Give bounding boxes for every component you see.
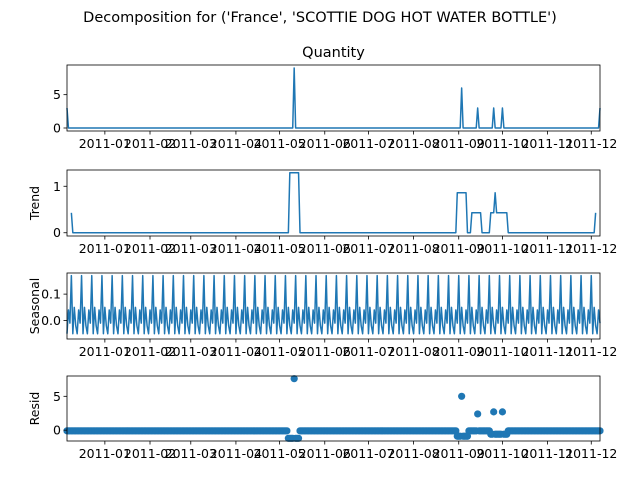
resid-point	[294, 434, 303, 442]
x-tick-label: 2011-12	[565, 344, 617, 359]
series-line	[70, 172, 597, 234]
x-tick-label: 2011-07	[342, 136, 394, 151]
x-tick-label: 2011-07	[342, 446, 394, 461]
y-tick-label: 1	[53, 179, 61, 194]
x-tick-label: 2011-09	[433, 344, 485, 359]
panel-1: Quantity052011-012011-022011-032011-0420…	[53, 45, 617, 151]
x-tick-label: 2011-10	[476, 446, 528, 461]
x-tick-label: 2011-02	[124, 136, 176, 151]
x-tick-label: 2011-11	[521, 446, 573, 461]
x-tick-label: 2011-04	[210, 344, 262, 359]
series-line	[66, 274, 601, 335]
x-tick-label: 2011-03	[165, 136, 217, 151]
x-tick-label: 2011-05	[254, 241, 306, 256]
x-tick-label: 2011-06	[299, 446, 351, 461]
x-tick-label: 2011-10	[476, 344, 528, 359]
y-tick-label: 0	[53, 423, 61, 438]
y-tick-label: 0.0	[41, 313, 61, 328]
axes-frame	[66, 272, 601, 340]
x-tick-label: 2011-01	[79, 241, 131, 256]
x-tick-label: 2011-12	[565, 446, 617, 461]
x-tick-label: 2011-01	[79, 446, 131, 461]
panel-4: Resid052011-012011-022011-032011-042011-…	[27, 375, 617, 461]
x-tick-label: 2011-12	[565, 136, 617, 151]
x-tick-label: 2011-03	[165, 241, 217, 256]
resid-point	[283, 427, 291, 435]
y-tick-label: 5	[53, 87, 61, 102]
resid-point	[490, 408, 498, 416]
x-tick-label: 2011-08	[387, 344, 439, 359]
resid-point	[458, 392, 466, 400]
x-tick-label: 2011-02	[124, 241, 176, 256]
figure-suptitle: Decomposition for ('France', 'SCOTTIE DO…	[83, 10, 557, 26]
x-tick-label: 2011-09	[433, 136, 485, 151]
x-tick-label: 2011-04	[210, 446, 262, 461]
x-tick-label: 2011-05	[254, 344, 306, 359]
x-tick-label: 2011-12	[565, 241, 617, 256]
y-axis-label: Seasonal	[27, 278, 42, 335]
resid-point	[498, 408, 507, 416]
y-tick-label: 5	[53, 389, 61, 404]
x-tick-label: 2011-11	[521, 344, 573, 359]
x-tick-label: 2011-01	[79, 344, 131, 359]
resid-point	[452, 427, 460, 435]
resid-point	[463, 432, 472, 440]
x-tick-label: 2011-09	[433, 446, 485, 461]
x-tick-label: 2011-09	[433, 241, 485, 256]
x-tick-label: 2011-03	[165, 344, 217, 359]
x-tick-label: 2011-11	[521, 136, 573, 151]
panel-3: Seasonal 0.00.12011-012011-022011-032011-…	[27, 272, 617, 359]
resid-point	[290, 375, 298, 383]
panel-2: Trend012011-012011-022011-032011-042011-…	[27, 169, 617, 256]
x-tick-label: 2011-02	[124, 446, 176, 461]
axes-frame	[66, 169, 601, 237]
axes-frame	[66, 64, 601, 132]
axes-frame	[66, 375, 601, 442]
x-tick-label: 2011-06	[299, 241, 351, 256]
x-tick-label: 2011-01	[79, 136, 131, 151]
x-tick-label: 2011-05	[254, 446, 306, 461]
x-tick-label: 2011-05	[254, 136, 306, 151]
x-tick-label: 2011-10	[476, 241, 528, 256]
x-tick-label: 2011-08	[387, 136, 439, 151]
series-line	[66, 67, 601, 129]
x-tick-label: 2011-06	[299, 136, 351, 151]
x-tick-label: 2011-10	[476, 136, 528, 151]
y-tick-label: 0	[53, 121, 61, 136]
y-tick-label: 0.1	[41, 287, 61, 302]
x-tick-label: 2011-02	[124, 344, 176, 359]
x-tick-label: 2011-08	[387, 446, 439, 461]
x-tick-label: 2011-04	[210, 241, 262, 256]
x-tick-label: 2011-07	[342, 344, 394, 359]
x-tick-label: 2011-04	[210, 136, 262, 151]
y-tick-label: 0	[53, 225, 61, 240]
x-tick-label: 2011-03	[165, 446, 217, 461]
x-tick-label: 2011-07	[342, 241, 394, 256]
y-axis-label: Trend	[27, 186, 42, 221]
x-tick-label: 2011-06	[299, 344, 351, 359]
x-tick-label: 2011-11	[521, 241, 573, 256]
resid-point	[474, 410, 482, 418]
y-axis-label: Resid	[27, 392, 42, 426]
x-tick-label: 2011-08	[387, 241, 439, 256]
panel-title: Quantity	[302, 45, 365, 61]
